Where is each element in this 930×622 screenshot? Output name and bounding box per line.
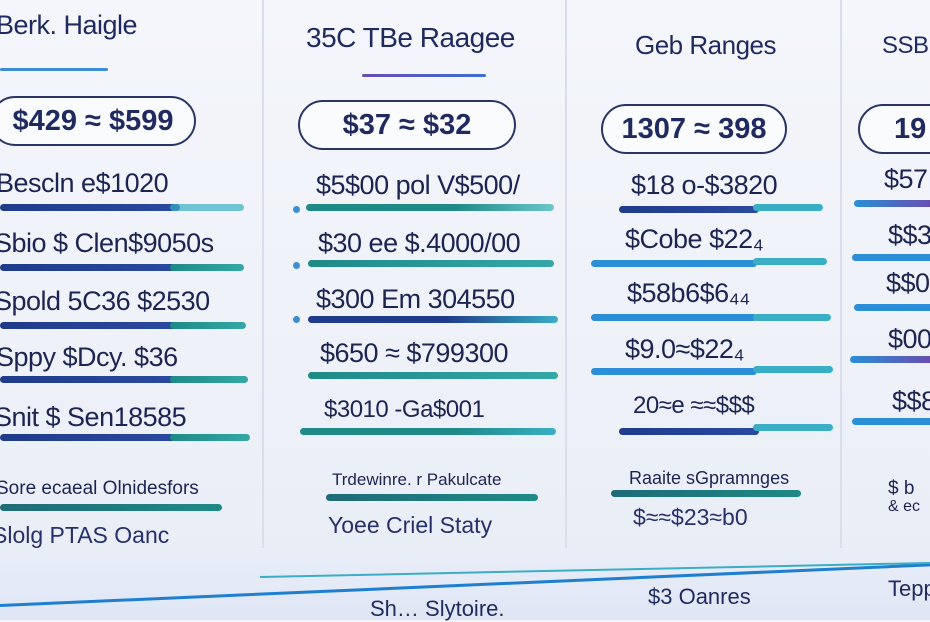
column-divider (262, 0, 264, 560)
price-row-label: Bescln e$1020 (0, 168, 169, 198)
price-row-label: $650 ≈ $799300 (320, 338, 509, 368)
footer-bar (0, 504, 222, 511)
price-row-label: Snit $ Sen18585 (0, 402, 187, 432)
row-bar (753, 366, 833, 373)
footer-right-label: Tepp (888, 576, 930, 601)
price-row-label: $$0 (886, 268, 930, 298)
column-1: Berk. Haigle $429 ≈ $599 Bescln e$1020 S… (0, 0, 262, 555)
footer-label: $ b (888, 478, 915, 499)
price-row-label: $30 ee $.4000/00 (318, 228, 521, 258)
row-bar (0, 204, 180, 211)
row-bar (308, 316, 558, 323)
footer-label: Sore ecaeal Olnidesfors (0, 478, 199, 499)
price-row-label: $57 (884, 164, 928, 194)
footer-subtext: Slolg PTAS Oanc (0, 522, 170, 548)
row-bar (591, 368, 757, 375)
row-bar (753, 204, 823, 211)
row-bar (854, 200, 930, 207)
row-bar (619, 206, 759, 213)
footer-middle-label: $3 Oanres (648, 584, 751, 609)
row-bar (854, 304, 930, 311)
footer-subtext: Yoee Criel Staty (328, 512, 493, 538)
price-row-label: $00 (888, 324, 930, 354)
price-range-pill[interactable]: 1307 ≈ 398 (601, 104, 787, 154)
price-row-label: 20≈e ≈≈$$$ (633, 392, 755, 419)
footer-subtext: $≈≈$23≈b0 (633, 504, 748, 530)
header-underline (0, 68, 108, 71)
price-row-label: $300 Em 304550 (316, 284, 515, 314)
column-header: Geb Ranges (635, 30, 776, 60)
row-bar (753, 258, 827, 265)
row-bullet (293, 316, 300, 323)
price-range-pill[interactable]: 19 (858, 104, 930, 154)
price-row-label: $5$00 pol V$500/ (316, 170, 520, 200)
footer-subtext: & ec (888, 498, 921, 515)
footer-left-label: Sh… Slytoire. (370, 596, 505, 621)
column-header: Berk. Haigle (0, 10, 138, 40)
price-row-label: $58b6$6₄₄ (627, 278, 750, 308)
price-row-label: Spold 5C36 $2530 (0, 286, 210, 316)
column-3: Geb Ranges 1307 ≈ 398 $18 o-$3820 $Cobe … (567, 0, 839, 555)
row-bar (0, 264, 180, 271)
row-bar (170, 204, 244, 211)
footer-label: Trdewinre. r Pakulcate (332, 470, 502, 489)
row-bar (0, 322, 180, 329)
header-underline (362, 74, 486, 77)
column-4: SSB 19 $57 $$3 $$0 $00 $$8 $ b & ec (842, 0, 930, 555)
row-bar (170, 434, 250, 441)
column-divider (565, 0, 567, 560)
price-row-label: Sbio $ Clen$9050s (0, 228, 214, 258)
price-range-pill[interactable]: $37 ≈ $32 (298, 100, 516, 150)
row-bar (852, 418, 930, 425)
row-bullet (293, 262, 300, 269)
row-bar (852, 254, 930, 261)
price-row-label: $18 o-$3820 (631, 170, 778, 200)
row-bar (170, 322, 246, 329)
column-header: SSB (882, 32, 929, 59)
row-bar (170, 376, 248, 383)
row-bar (170, 264, 244, 271)
column-header: 35C TBe Raagee (306, 22, 515, 53)
price-row-label: $9.0≈$22₄ (625, 334, 744, 364)
column-2: 35C TBe Raagee $37 ≈ $32 $5$00 pol V$500… (264, 0, 564, 555)
price-row-label: Sppy $Dcy. $36 (0, 342, 178, 372)
footer-bar (326, 494, 538, 501)
price-row-label: $Cobe $22₄ (625, 224, 764, 254)
row-bar (591, 314, 757, 321)
price-row-label: $3010 -Ga$001 (324, 396, 485, 423)
footer-label: Raaite sGpramnges (629, 468, 790, 488)
row-bar (850, 356, 930, 363)
row-bar (300, 428, 556, 435)
footer-bar (611, 490, 801, 497)
row-bar (591, 260, 757, 267)
row-bar (0, 376, 180, 383)
row-bar (306, 204, 554, 211)
row-bar (753, 424, 833, 431)
row-bar (0, 434, 180, 441)
row-bar (308, 260, 554, 267)
row-bar (619, 428, 759, 435)
price-row-label: $$3 (888, 220, 930, 250)
column-divider (840, 0, 842, 560)
price-row-label: $$8 (892, 386, 930, 416)
row-bar (308, 372, 558, 379)
price-range-pill[interactable]: $429 ≈ $599 (0, 96, 196, 146)
row-bullet (293, 206, 300, 213)
row-bar (753, 314, 831, 321)
